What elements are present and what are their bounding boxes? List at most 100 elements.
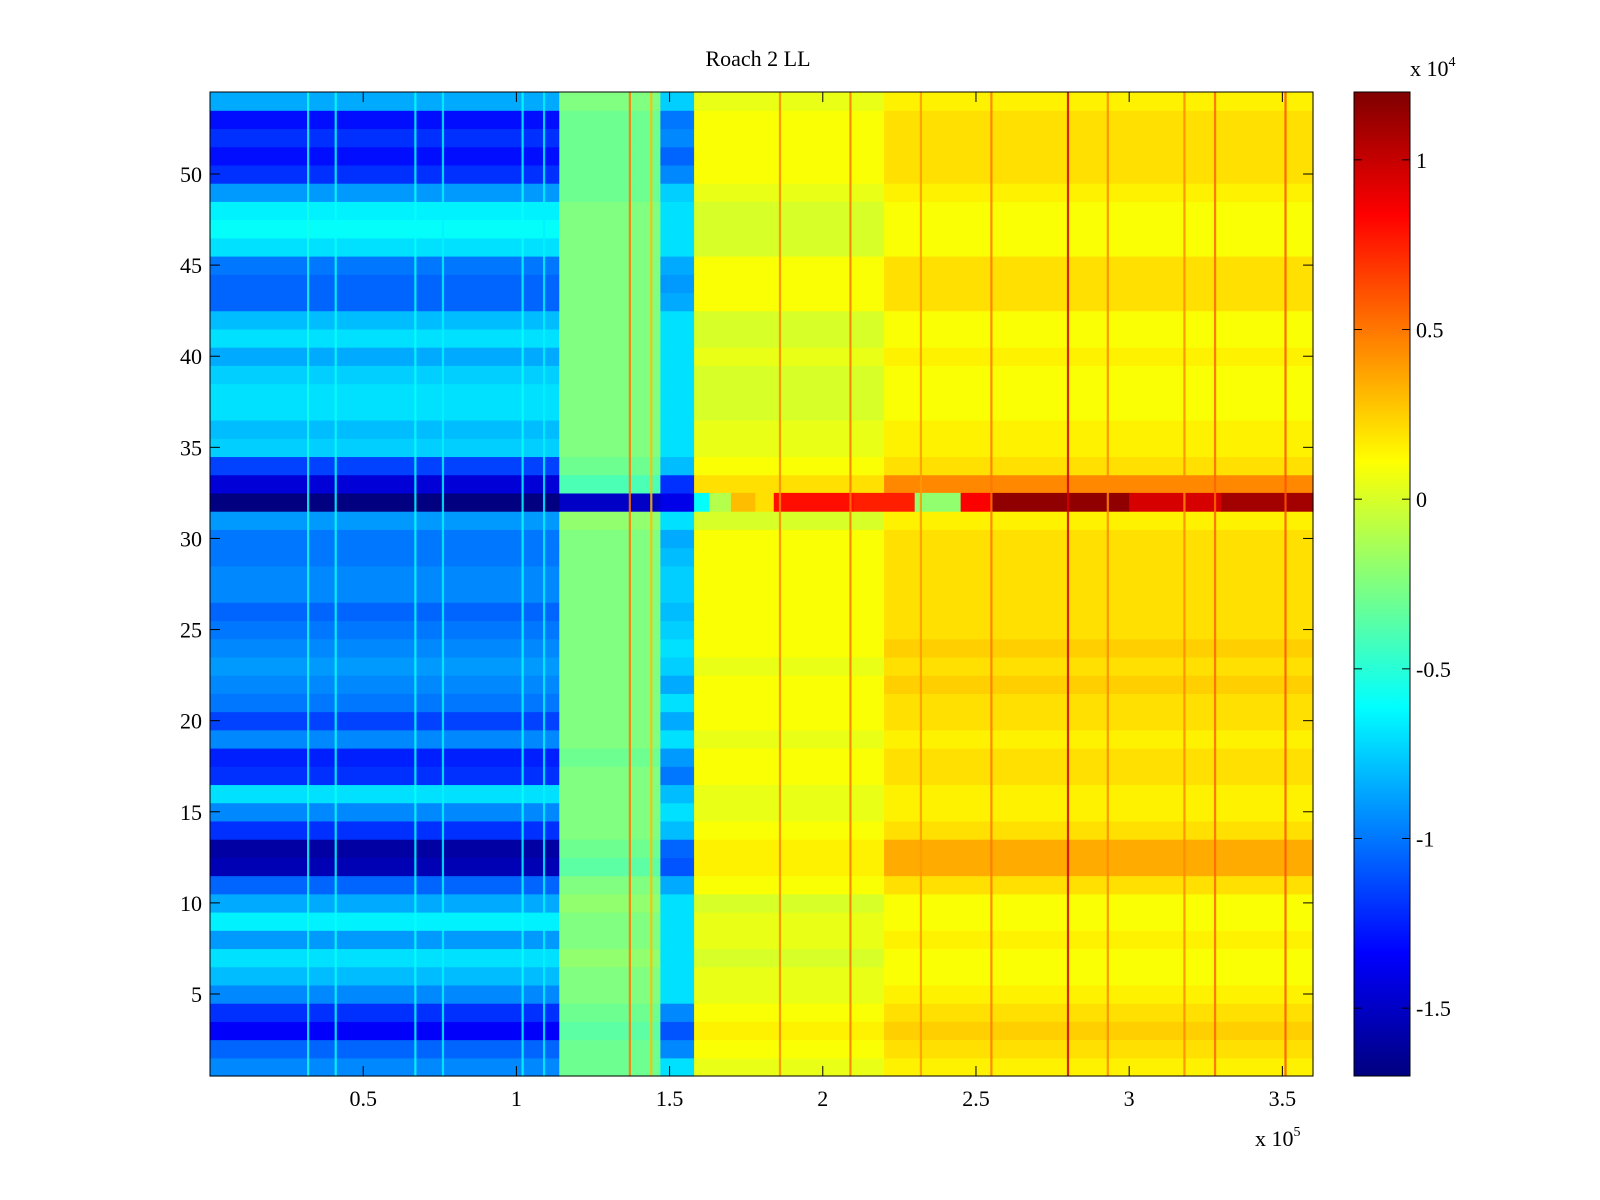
- heatmap-cell: [660, 584, 695, 603]
- heatmap-cell: [559, 219, 661, 239]
- heatmap-cell: [884, 584, 1314, 603]
- heatmap-cell: [884, 748, 1314, 767]
- streak-line: [414, 92, 417, 1076]
- heatmap-cell: [660, 383, 695, 403]
- heatmap-cell: [694, 1039, 885, 1059]
- heatmap-cell: [660, 565, 695, 585]
- heatmap-cell: [884, 620, 1314, 640]
- heatmap-cell: [694, 1003, 885, 1022]
- heatmap-cell: [694, 948, 885, 968]
- colorbar-exponent-base: x 10: [1410, 56, 1449, 81]
- heatmap-cell: [559, 110, 661, 130]
- heatmap-cell: [694, 274, 885, 294]
- heatmap-cell: [660, 219, 695, 239]
- heatmap-cell: [210, 146, 560, 166]
- heatmap-cell: [884, 110, 1314, 130]
- y-tick-label: 45: [180, 253, 202, 278]
- streak-line: [1066, 92, 1070, 1076]
- heatmap-cell: [884, 1003, 1314, 1022]
- heatmap-cell: [884, 912, 1314, 931]
- heatmap-cell: [884, 511, 1314, 530]
- heatmap-cell: [210, 1003, 560, 1022]
- heatmap-cell: [559, 310, 661, 330]
- heatmap-cell: [559, 146, 661, 166]
- heatmap-cell: [694, 912, 885, 931]
- heatmap-cell: [694, 693, 885, 713]
- heatmap-cell: [660, 256, 695, 275]
- heatmap-cell: [694, 857, 885, 877]
- heatmap-cell: [559, 474, 661, 494]
- chart-title: Roach 2 LL: [705, 46, 810, 71]
- streak-line: [628, 92, 631, 1076]
- heatmap-cell-row32: [1221, 492, 1314, 512]
- heatmap-cell: [694, 984, 885, 1004]
- heatmap-cell: [694, 729, 885, 749]
- heatmap-cell: [660, 420, 695, 439]
- heatmap-cell: [559, 857, 661, 877]
- heatmap-cell: [694, 966, 885, 986]
- heatmap-cell: [884, 893, 1314, 913]
- colorbar-tick-label: -1: [1416, 826, 1434, 851]
- heatmap-cell: [694, 110, 885, 130]
- heatmap-cell: [559, 328, 661, 348]
- heatmap-cell: [694, 511, 885, 530]
- heatmap-cell: [660, 274, 695, 294]
- heatmap-cell: [694, 92, 885, 111]
- heatmap-cell: [559, 802, 661, 822]
- heatmap-cell: [660, 401, 695, 421]
- heatmap-cell: [559, 584, 661, 603]
- heatmap-cell: [660, 693, 695, 713]
- heatmap-cell: [559, 383, 661, 403]
- streak-line: [1284, 92, 1287, 1076]
- heatmap-cell: [884, 256, 1314, 275]
- heatmap-cell-row32: [1129, 492, 1222, 512]
- colorbar-tick-label: -1.5: [1416, 996, 1451, 1021]
- heatmap-cell: [884, 1057, 1314, 1077]
- y-tick-label: 5: [191, 982, 202, 1007]
- heatmap-cell: [559, 347, 661, 366]
- heatmap-cell: [884, 274, 1314, 294]
- heatmap-cell: [210, 128, 560, 148]
- heatmap-cell: [660, 547, 695, 567]
- heatmap-cell: [210, 711, 560, 731]
- heatmap-cell: [210, 420, 560, 439]
- heatmap-cell: [210, 365, 560, 385]
- heatmap-cell: [559, 711, 661, 731]
- heatmap-cell: [660, 766, 695, 786]
- heatmap-cell: [694, 620, 885, 640]
- heatmap-cell: [660, 456, 695, 476]
- heatmap-cell: [694, 675, 885, 694]
- x-tick-label: 2: [817, 1086, 828, 1111]
- heatmap-cell: [660, 748, 695, 767]
- heatmap-cell: [884, 292, 1314, 312]
- heatmap-cell: [660, 802, 695, 822]
- heatmap-cell: [660, 656, 695, 676]
- y-tick-label: 40: [180, 344, 202, 369]
- heatmap-cell: [884, 1021, 1314, 1041]
- heatmap-cell: [559, 675, 661, 694]
- heatmap-cell: [559, 128, 661, 148]
- heatmap-cell: [884, 1039, 1314, 1059]
- heatmap-cell: [559, 930, 661, 950]
- heatmap-cell: [884, 310, 1314, 330]
- heatmap-cell: [210, 201, 560, 221]
- heatmap-cell: [660, 1021, 695, 1041]
- x-exponent-power: 5: [1294, 1125, 1301, 1140]
- heatmap-cell: [559, 656, 661, 676]
- heatmap-cell: [660, 893, 695, 913]
- heatmap-cell: [884, 529, 1314, 549]
- heatmap-cell: [884, 565, 1314, 585]
- heatmap-cell: [559, 183, 661, 202]
- heatmap-cell: [559, 1057, 661, 1077]
- heatmap-cell: [694, 292, 885, 312]
- heatmap-cell: [210, 675, 560, 694]
- streak-line: [1106, 92, 1109, 1076]
- heatmap-cell: [694, 839, 885, 858]
- heatmap-cell: [660, 930, 695, 950]
- colorbar-tick-label: 0: [1416, 487, 1427, 512]
- heatmap-cell: [884, 820, 1314, 840]
- heatmap-cell: [694, 456, 885, 476]
- heatmap-cell: [884, 438, 1314, 458]
- heatmap-cell: [694, 565, 885, 585]
- streak-line: [1213, 92, 1217, 1076]
